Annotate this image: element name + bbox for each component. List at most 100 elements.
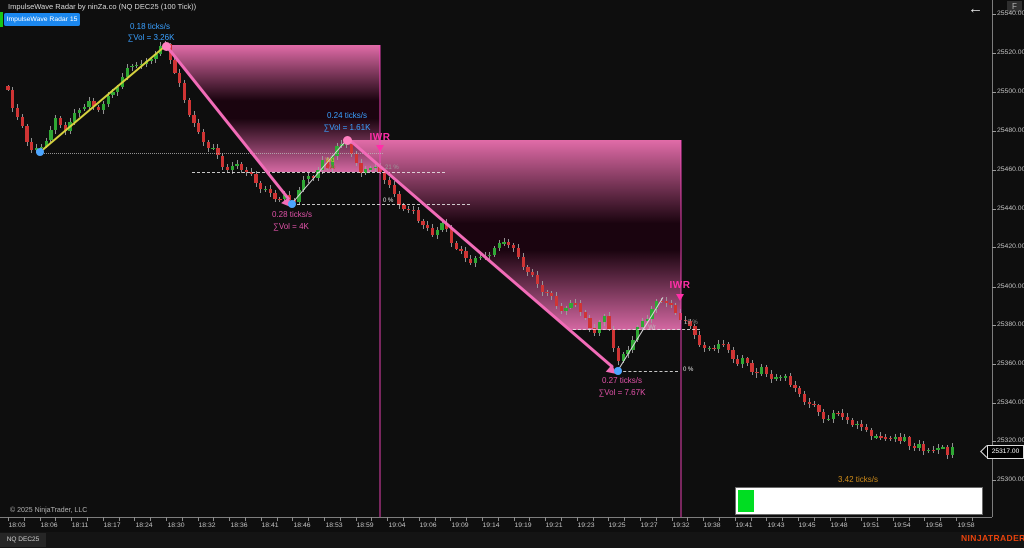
candle (736, 359, 740, 365)
candle (760, 367, 764, 374)
time-axis-label: 19:43 (767, 522, 785, 529)
candle (454, 243, 459, 249)
retracement-percent-label: 21 % (385, 165, 399, 171)
candle (368, 168, 373, 170)
time-axis-label: 19:32 (672, 522, 690, 529)
swing-point-dot (614, 367, 622, 375)
candle (521, 256, 525, 268)
time-axis-label: 19:19 (514, 522, 532, 529)
candle (755, 372, 759, 374)
tick-speed-label: 3.42 ticks/s (837, 475, 878, 484)
candle (616, 348, 621, 362)
candle (578, 303, 583, 312)
time-axis-label: 19:09 (451, 522, 469, 529)
time-axis-label: 19:48 (830, 522, 848, 529)
time-axis-tick (418, 517, 420, 521)
time-axis-tick (782, 517, 784, 521)
price-axis-tick (992, 287, 996, 288)
time-axis-tick (798, 517, 799, 521)
time-axis-tick (292, 517, 294, 521)
candle (798, 388, 802, 394)
candle (731, 350, 735, 360)
retracement-level-line (618, 371, 678, 372)
time-axis-label: 19:14 (482, 522, 500, 529)
time-axis-tick (671, 517, 673, 521)
time-axis-tick (466, 517, 468, 521)
price-axis-tick (992, 170, 996, 171)
candle-wick (265, 185, 267, 192)
candle (435, 230, 439, 235)
candle (836, 412, 840, 415)
candle (531, 271, 535, 276)
candle (888, 437, 893, 439)
time-axis-tick (576, 517, 578, 521)
time-axis-tick (87, 517, 88, 521)
candle (254, 174, 258, 183)
instrument-tab-bar (0, 532, 1024, 548)
candle-wick (412, 205, 414, 214)
last-price-badge: 25317.00 (987, 445, 1024, 459)
candle (421, 221, 425, 225)
candle (535, 275, 540, 285)
wave-progress-bar (735, 487, 983, 515)
candle (779, 377, 783, 379)
candle (783, 376, 788, 378)
candle (87, 100, 91, 107)
time-axis-tick (134, 517, 136, 521)
candle (220, 155, 225, 168)
candle (230, 166, 234, 170)
wave-mini-label: Wo (326, 165, 336, 171)
iwr-signal-label: IWR (669, 280, 691, 291)
back-arrow-icon[interactable]: ← (968, 0, 983, 17)
price-axis-label: 25540.00 (997, 10, 1024, 17)
time-axis-tick (497, 517, 499, 521)
candle-wick (880, 432, 882, 440)
candle (173, 60, 177, 73)
candle-wick (131, 63, 133, 72)
impulsewave-radar-button[interactable]: ImpulseWave Radar 15 (4, 13, 80, 26)
time-axis-tick (482, 517, 483, 521)
candle (416, 209, 420, 221)
candle (197, 122, 201, 132)
candle (926, 449, 931, 452)
time-axis-label: 19:23 (577, 522, 595, 529)
candle (478, 256, 482, 258)
time-axis-label: 19:06 (419, 522, 437, 529)
candle-wick (575, 299, 577, 308)
time-axis-tick (513, 517, 515, 521)
time-axis-tick (102, 517, 104, 521)
candle (526, 267, 530, 272)
candle (325, 159, 330, 169)
candle (302, 179, 306, 190)
candle (516, 247, 521, 257)
candle (812, 403, 816, 406)
time-axis-tick (750, 517, 752, 521)
candle (15, 108, 20, 117)
candle (659, 300, 664, 303)
time-axis-tick (956, 517, 957, 521)
indicator-title: ImpulseWave Radar by ninZa.co (NQ DEC25 … (8, 2, 197, 11)
retracement-level-line (568, 329, 700, 330)
candle (917, 443, 921, 449)
candle (545, 292, 549, 294)
swing-point-dot (288, 200, 296, 208)
candle (349, 143, 354, 155)
price-axis-label: 25360.00 (997, 360, 1024, 367)
candle (841, 413, 845, 417)
candle (54, 118, 58, 131)
candle (240, 163, 244, 170)
time-axis-tick (197, 517, 199, 521)
time-axis-tick (734, 517, 736, 521)
price-axis-tick (992, 441, 996, 442)
retracement-level-line (40, 153, 383, 154)
time-axis-tick (260, 517, 262, 521)
candle (573, 303, 578, 305)
candle (793, 385, 797, 388)
time-axis-tick (640, 517, 641, 521)
retracement-percent-label: 0 % (383, 198, 394, 204)
candle (774, 377, 778, 379)
time-axis-label: 19:58 (957, 522, 975, 529)
time-axis-tick (861, 517, 863, 521)
tab-nq-dec25[interactable]: NQ DEC25 (0, 533, 46, 547)
